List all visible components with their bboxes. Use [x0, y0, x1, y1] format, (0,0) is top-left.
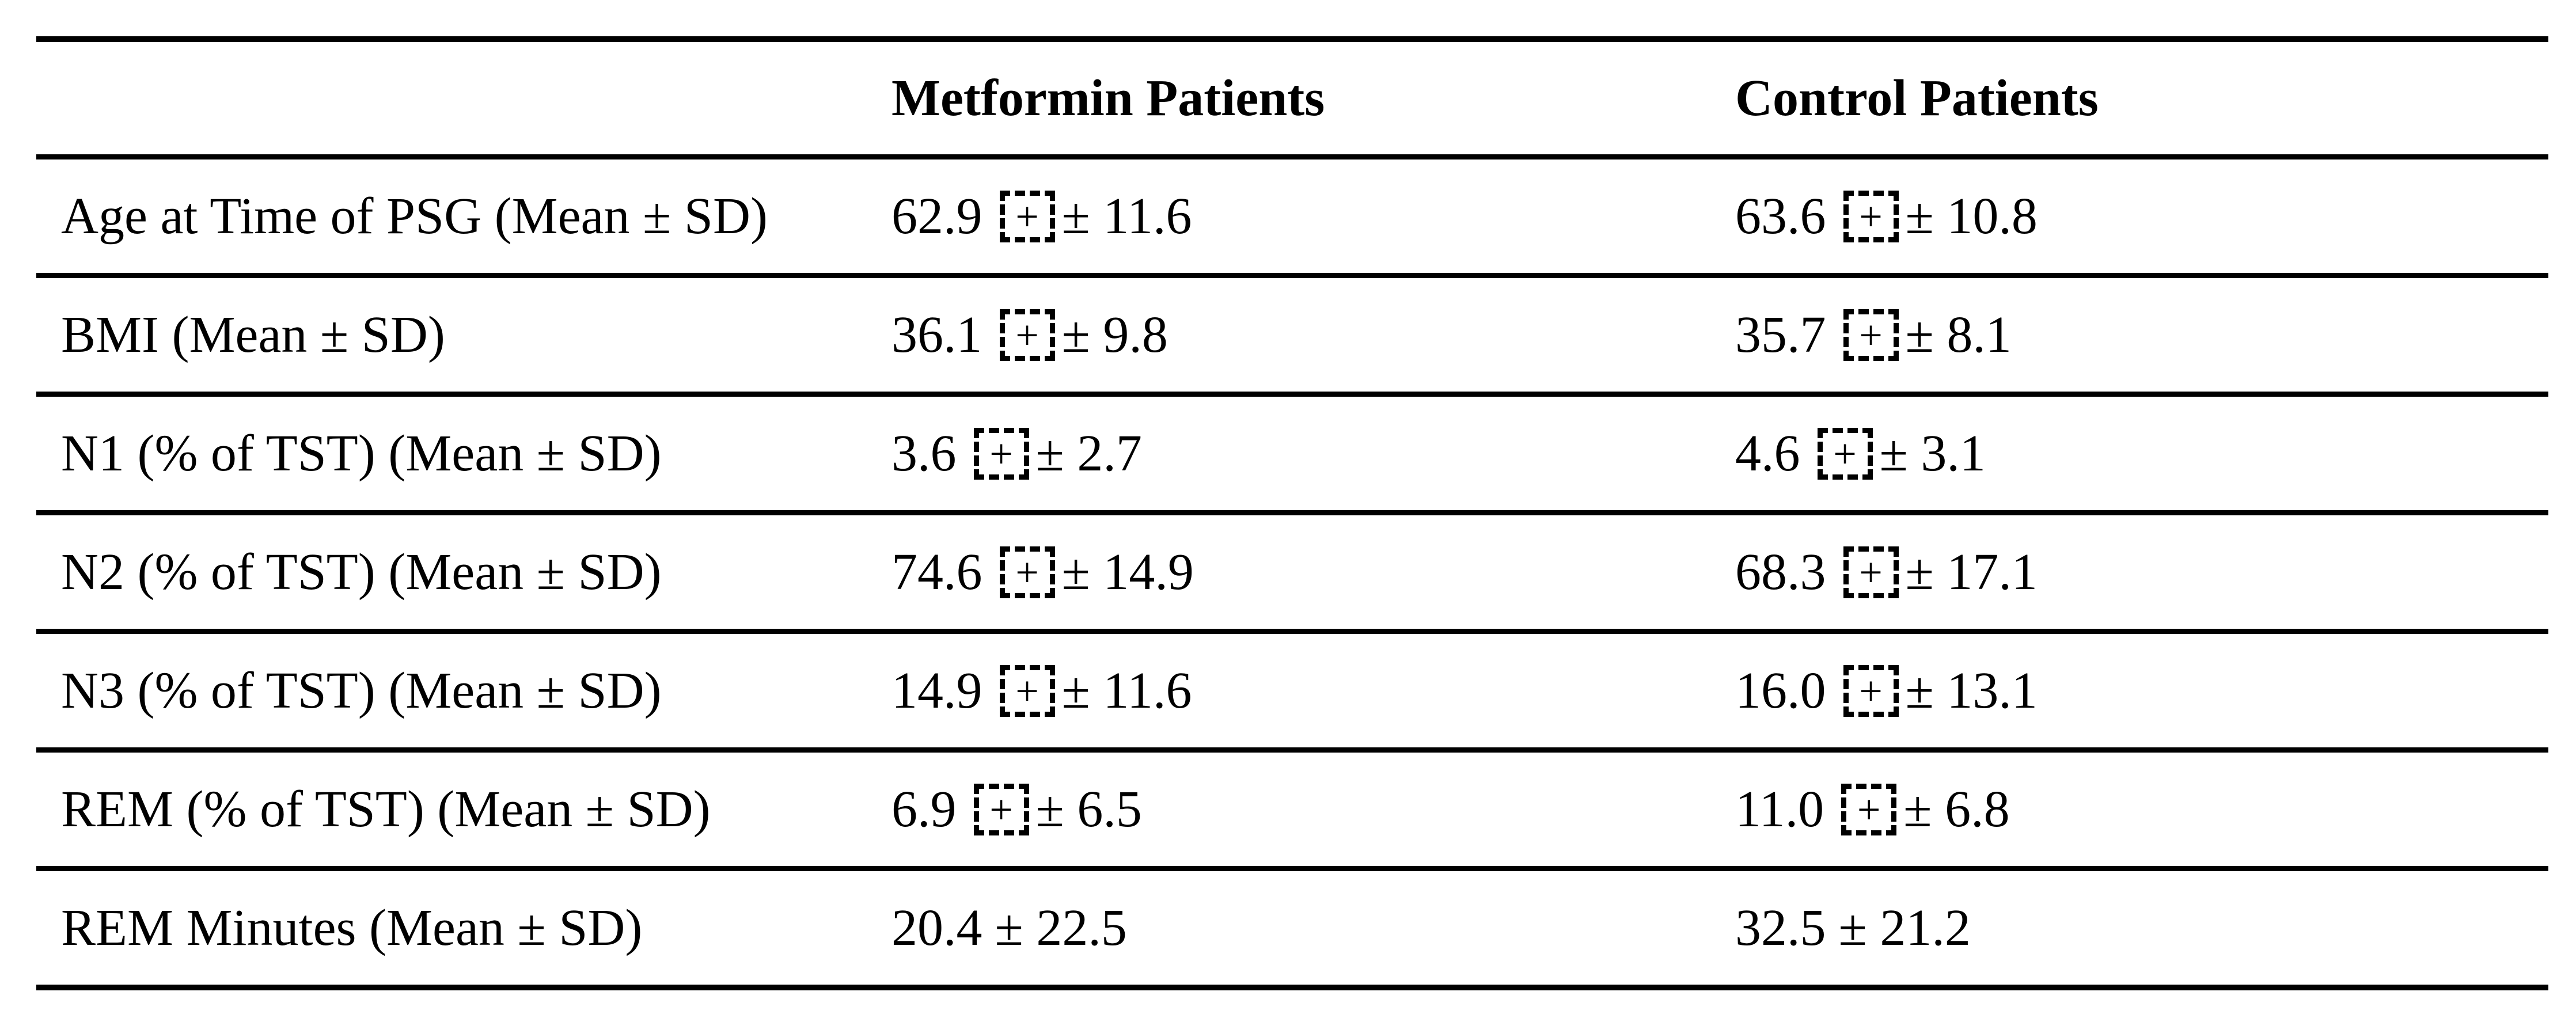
sd-value: ± 17.1 — [1905, 543, 2038, 601]
header-control-patients: Control Patients — [1735, 69, 2099, 127]
table-row-n1: N1 (% of TST) (Mean ± SD) 3.6 + ± 2.7 4.… — [36, 392, 2548, 510]
mean-value: 6.9 — [891, 780, 957, 838]
metformin-value-cell: 36.1 + ± 9.8 — [891, 309, 1735, 361]
sd-value: ± 11.6 — [1061, 662, 1192, 719]
control-value-cell: 16.0 + ± 13.1 — [1735, 662, 2548, 719]
mean-value: 63.6 — [1735, 187, 1826, 245]
table-row-rem-pct: REM (% of TST) (Mean ± SD) 6.9 + ± 6.5 1… — [36, 747, 2548, 866]
mean-value: 36.1 — [891, 306, 982, 363]
dashed-plus-box-icon: + — [999, 190, 1055, 242]
dashed-plus-box-icon: + — [1841, 783, 1897, 835]
control-value-cell: 11.0 + ± 6.8 — [1735, 780, 2548, 838]
table-row-n2: N2 (% of TST) (Mean ± SD) 74.6 + ± 14.9 … — [36, 510, 2548, 629]
dashed-plus-box-icon: + — [1843, 546, 1899, 598]
dashed-plus-box-icon: + — [1817, 427, 1873, 480]
sd-value: ± 6.5 — [1035, 780, 1142, 838]
dashed-plus-box-icon: + — [999, 309, 1055, 361]
sd-value: ± 22.5 — [995, 899, 1127, 956]
dashed-plus-box-icon: + — [999, 664, 1055, 717]
sd-value: ± 11.6 — [1061, 187, 1192, 245]
table-header-row: Metformin Patients Control Patients — [36, 42, 2548, 154]
row-label: N1 (% of TST) (Mean ± SD) — [61, 424, 662, 482]
sd-value: ± 3.1 — [1879, 424, 1986, 482]
row-label: Age at Time of PSG (Mean ± SD) — [61, 187, 768, 245]
row-label: N2 (% of TST) (Mean ± SD) — [61, 543, 662, 601]
control-value-cell: 68.3 + ± 17.1 — [1735, 546, 2548, 598]
sd-value: ± 13.1 — [1905, 662, 2038, 719]
dashed-plus-box-icon: + — [973, 783, 1029, 835]
mean-value: 20.4 — [891, 899, 982, 956]
table-row-rem-minutes: REM Minutes (Mean ± SD) 20.4 ± 22.5 32.5… — [36, 866, 2548, 985]
mean-value: 32.5 — [1735, 899, 1826, 956]
metformin-value-cell: 20.4 ± 22.5 — [891, 902, 1735, 954]
dashed-plus-box-icon: + — [999, 546, 1055, 598]
metformin-value-cell: 14.9 + ± 11.6 — [891, 662, 1735, 719]
dashed-plus-box-icon: + — [1843, 309, 1899, 361]
mean-value: 16.0 — [1735, 662, 1826, 719]
sd-value: ± 2.7 — [1035, 424, 1142, 482]
row-label: N3 (% of TST) (Mean ± SD) — [61, 662, 662, 719]
patient-characteristics-table: Metformin Patients Control Patients Age … — [36, 36, 2548, 990]
metformin-value-cell: 74.6 + ± 14.9 — [891, 546, 1735, 598]
control-value-cell: 32.5 ± 21.2 — [1735, 902, 2548, 954]
row-label: REM Minutes (Mean ± SD) — [61, 899, 643, 956]
mean-value: 62.9 — [891, 187, 982, 245]
mean-value: 35.7 — [1735, 306, 1826, 363]
mean-value: 74.6 — [891, 543, 982, 601]
sd-value: ± 10.8 — [1905, 187, 2038, 245]
sd-value: ± 6.8 — [1903, 780, 2010, 838]
metformin-value-cell: 6.9 + ± 6.5 — [891, 780, 1735, 838]
dashed-plus-box-icon: + — [1843, 664, 1899, 717]
sd-value: ± 8.1 — [1905, 306, 2012, 363]
dashed-plus-box-icon: + — [1843, 190, 1899, 242]
control-value-cell: 35.7 + ± 8.1 — [1735, 309, 2548, 361]
metformin-value-cell: 62.9 + ± 11.6 — [891, 187, 1735, 245]
header-metformin-patients: Metformin Patients — [891, 69, 1325, 127]
table-row-bmi: BMI (Mean ± SD) 36.1 + ± 9.8 35.7 + ± 8.… — [36, 273, 2548, 392]
control-value-cell: 63.6 + ± 10.8 — [1735, 187, 2548, 245]
sd-value: ± 21.2 — [1838, 899, 1971, 956]
sd-value: ± 14.9 — [1061, 543, 1194, 601]
control-value-cell: 4.6 + ± 3.1 — [1735, 424, 2548, 482]
metformin-value-cell: 3.6 + ± 2.7 — [891, 424, 1735, 482]
mean-value: 11.0 — [1735, 780, 1824, 838]
mean-value: 4.6 — [1735, 424, 1800, 482]
row-label: BMI (Mean ± SD) — [61, 306, 445, 363]
mean-value: 68.3 — [1735, 543, 1826, 601]
dashed-plus-box-icon: + — [973, 427, 1029, 480]
row-label: REM (% of TST) (Mean ± SD) — [61, 780, 711, 838]
table-row-n3: N3 (% of TST) (Mean ± SD) 14.9 + ± 11.6 … — [36, 629, 2548, 747]
mean-value: 3.6 — [891, 424, 957, 482]
sd-value: ± 9.8 — [1061, 306, 1168, 363]
table-row-age: Age at Time of PSG (Mean ± SD) 62.9 + ± … — [36, 154, 2548, 273]
mean-value: 14.9 — [891, 662, 982, 719]
